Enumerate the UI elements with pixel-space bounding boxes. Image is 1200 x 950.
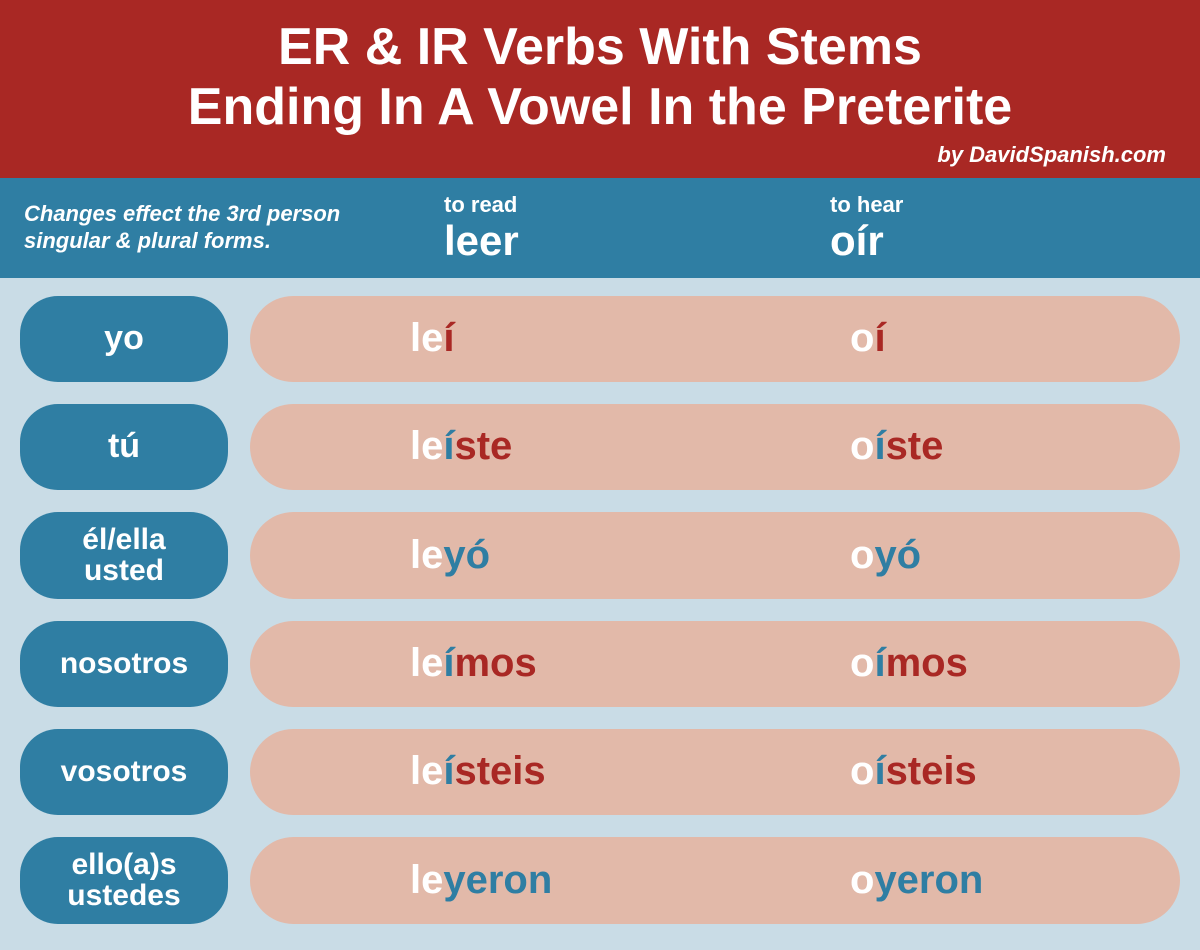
vowel-change: í bbox=[443, 424, 454, 468]
title-line-2: Ending In A Vowel In the Preterite bbox=[188, 78, 1012, 136]
pronoun-pill: vosotros bbox=[20, 729, 228, 815]
page-title: ER & IR Verbs With Stems Ending In A Vow… bbox=[24, 18, 1176, 138]
conjugation-cell-leer: leísteis bbox=[280, 749, 710, 794]
ending: steis bbox=[454, 749, 545, 793]
table-row: vosotrosleísteisoísteis bbox=[20, 729, 1180, 815]
table-row: nosotrosleímosoímos bbox=[20, 621, 1180, 707]
infinitive-oir: oír bbox=[830, 218, 1176, 264]
stem: le bbox=[410, 641, 443, 685]
table-row: yoleíoí bbox=[20, 296, 1180, 382]
vowel-change: í bbox=[874, 749, 885, 793]
conjugation-pill: leísteoíste bbox=[250, 404, 1180, 490]
pronoun-label: vosotros bbox=[61, 756, 188, 788]
translation-oir: to hear bbox=[830, 192, 1176, 218]
conjugation-cell-leer: leíste bbox=[280, 424, 710, 469]
ending: í bbox=[874, 316, 885, 360]
table-row: él/ellaustedleyóoyó bbox=[20, 512, 1180, 599]
title-line-1: ER & IR Verbs With Stems bbox=[278, 18, 922, 76]
conjugation-cell-leer: leyó bbox=[280, 533, 710, 578]
stem: le bbox=[410, 424, 443, 468]
pronoun-label: ello(a)s bbox=[71, 849, 176, 881]
byline: by DavidSpanish.com bbox=[24, 142, 1176, 168]
conjugation-grid: yoleíoítúleísteoísteél/ellaustedleyóoyón… bbox=[0, 278, 1200, 924]
stem: le bbox=[410, 533, 443, 577]
conjugation-cell-oir: oyeron bbox=[710, 858, 1150, 903]
pronoun-pill: nosotros bbox=[20, 621, 228, 707]
pronoun-pill: yo bbox=[20, 296, 228, 382]
ending: yeron bbox=[874, 858, 983, 902]
pronoun-pill: ello(a)sustedes bbox=[20, 837, 228, 924]
ending: steis bbox=[886, 749, 977, 793]
conjugation-cell-oir: oyó bbox=[710, 533, 1150, 578]
conjugation-cell-leer: leí bbox=[280, 316, 710, 361]
conjugation-pill: leísteisoísteis bbox=[250, 729, 1180, 815]
pronoun-label: nosotros bbox=[60, 648, 188, 680]
table-row: ello(a)sustedesleyeronoyeron bbox=[20, 837, 1180, 924]
stem: o bbox=[850, 316, 874, 360]
grammar-note: Changes effect the 3rd person singular &… bbox=[24, 201, 404, 254]
translation-leer: to read bbox=[444, 192, 790, 218]
ending: ste bbox=[454, 424, 512, 468]
conjugation-cell-oir: oíste bbox=[710, 424, 1150, 469]
conjugation-pill: leímosoímos bbox=[250, 621, 1180, 707]
pronoun-pill: él/ellausted bbox=[20, 512, 228, 599]
stem: le bbox=[410, 316, 443, 360]
pronoun-label: tú bbox=[108, 429, 140, 465]
stem: o bbox=[850, 749, 874, 793]
vowel-change: í bbox=[874, 641, 885, 685]
conjugation-pill: leyóoyó bbox=[250, 512, 1180, 599]
ending: yó bbox=[443, 533, 490, 577]
stem: o bbox=[850, 641, 874, 685]
stem: o bbox=[850, 424, 874, 468]
verb-header-leer: to read leer bbox=[424, 192, 790, 264]
vowel-change: í bbox=[443, 749, 454, 793]
pronoun-pill: tú bbox=[20, 404, 228, 490]
vowel-change: í bbox=[443, 641, 454, 685]
pronoun-label: yo bbox=[104, 321, 144, 357]
conjugation-cell-oir: oímos bbox=[710, 641, 1150, 686]
conjugation-pill: leíoí bbox=[250, 296, 1180, 382]
stem: le bbox=[410, 858, 443, 902]
conjugation-cell-leer: leyeron bbox=[280, 858, 710, 903]
pronoun-label: ustedes bbox=[67, 880, 180, 912]
conjugation-cell-leer: leímos bbox=[280, 641, 710, 686]
pronoun-label: usted bbox=[84, 555, 164, 587]
conjugation-cell-oir: oí bbox=[710, 316, 1150, 361]
ending: í bbox=[443, 316, 454, 360]
pronoun-label: él/ella bbox=[82, 524, 165, 556]
stem: o bbox=[850, 858, 874, 902]
ending: mos bbox=[454, 641, 536, 685]
ending: yeron bbox=[443, 858, 552, 902]
vowel-change: í bbox=[874, 424, 885, 468]
ending: yó bbox=[874, 533, 921, 577]
stem: le bbox=[410, 749, 443, 793]
ending: mos bbox=[886, 641, 968, 685]
header: ER & IR Verbs With Stems Ending In A Vow… bbox=[0, 0, 1200, 178]
stem: o bbox=[850, 533, 874, 577]
infinitive-leer: leer bbox=[444, 218, 790, 264]
table-row: túleísteoíste bbox=[20, 404, 1180, 490]
conjugation-cell-oir: oísteis bbox=[710, 749, 1150, 794]
conjugation-pill: leyeronoyeron bbox=[250, 837, 1180, 924]
verb-header-oir: to hear oír bbox=[810, 192, 1176, 264]
subheader: Changes effect the 3rd person singular &… bbox=[0, 178, 1200, 278]
ending: ste bbox=[886, 424, 944, 468]
